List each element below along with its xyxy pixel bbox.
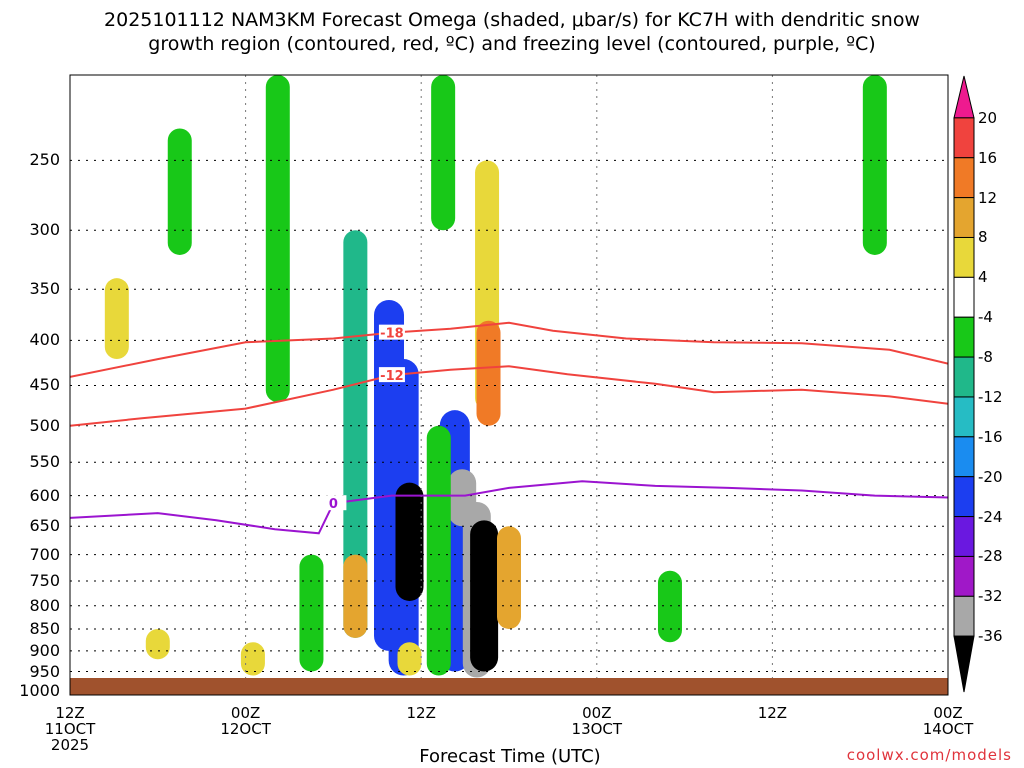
colorbar-bin (953, 356, 975, 398)
colorbar-bin (953, 117, 975, 159)
omega-feature-11 (470, 520, 499, 672)
y-tick-label: 750 (29, 571, 60, 591)
x-tick-label: 12Z (757, 704, 788, 722)
colorbar-bin (953, 635, 975, 693)
y-tick-label: 400 (29, 330, 60, 350)
y-tick-label: 800 (29, 595, 60, 615)
omega-feature-20 (240, 642, 265, 676)
omega-feature-15 (476, 320, 501, 426)
y-tick-label: 950 (29, 661, 60, 681)
freezing-level-contour-label-bg (320, 495, 347, 511)
dgz-contour-0-label: -18 (380, 327, 404, 342)
colorbar-label: -24 (978, 507, 1003, 526)
dgz-contour-1-label-bg (378, 367, 405, 383)
y-tick-label: 500 (29, 415, 60, 435)
dgz-contour-1 (70, 365, 948, 427)
colorbar-bin (953, 75, 975, 119)
omega-feature-19 (657, 570, 682, 643)
omega-feature-17 (397, 642, 422, 676)
colorbar-bin (953, 276, 975, 318)
colorbar-label: 16 (978, 148, 998, 167)
chart-title-line-1: 2025101112 NAM3KM Forecast Omega (shaded… (104, 9, 920, 31)
x-axis-title: Forecast Time (UTC) (419, 746, 601, 767)
terrain-ground (70, 678, 948, 695)
y-tick-label: 900 (29, 640, 60, 660)
colorbar-bin (953, 157, 975, 199)
y-tick-label: 650 (29, 516, 60, 536)
y-tick-label: 850 (29, 618, 60, 638)
colorbar-label: -32 (978, 587, 1003, 606)
colorbar-bin (953, 316, 975, 358)
colorbar-label: -4 (978, 308, 993, 327)
colorbar-label: 4 (978, 268, 988, 287)
colorbar-bin (953, 396, 975, 438)
colorbar-bin (953, 555, 975, 597)
omega-feature-16 (497, 526, 521, 629)
colorbar-bin (953, 236, 975, 278)
y-tick-label: 700 (29, 544, 60, 564)
omega-feature-0 (265, 75, 290, 403)
plot-frame (69, 74, 949, 696)
colorbar-bin (953, 476, 975, 518)
x-tick-label: 00Z 14OCT (922, 704, 974, 738)
omega-feature-7 (395, 482, 424, 601)
omega-feature-2 (862, 75, 887, 255)
colorbar-bin (953, 197, 975, 238)
colorbar-bin (953, 436, 975, 478)
y-tick-label: 600 (29, 485, 60, 505)
colorbar-bin (953, 516, 975, 557)
colorbar-label: -16 (978, 427, 1003, 446)
site-credit[interactable]: coolwx.com/models (846, 746, 1012, 764)
chart-title-line-2: growth region (contoured, red, ºC) and f… (148, 33, 876, 55)
x-tick-label: 12Z (406, 704, 436, 722)
y-tick-label: 450 (29, 375, 60, 395)
omega-feature-12 (426, 425, 451, 676)
dgz-contour-0 (70, 321, 948, 378)
dgz-contour-1-label: -12 (380, 369, 404, 384)
y-tick-label: 250 (29, 150, 60, 170)
omega-feature-1 (431, 75, 456, 231)
y-tick-label: 350 (29, 279, 60, 299)
colorbar-label: -36 (978, 627, 1003, 646)
freezing-level-contour-label: 0 (329, 497, 338, 512)
x-tick-label: 00Z 12OCT (220, 704, 271, 738)
omega-feature-13 (343, 554, 368, 638)
y-tick-label: 550 (29, 452, 60, 472)
y-tick-label: 1000 (19, 681, 60, 701)
omega-feature-18 (299, 554, 324, 672)
colorbar-label: 20 (978, 108, 998, 127)
colorbar-label: -12 (978, 387, 1003, 406)
colorbar-label: 8 (978, 228, 988, 247)
colorbar-label: -20 (978, 467, 1003, 486)
y-tick-label: 300 (29, 220, 60, 240)
colorbar-label: 12 (978, 188, 998, 207)
dgz-contour-0-label-bg (378, 324, 405, 340)
omega-feature-22 (104, 278, 129, 360)
x-tick-label: 00Z 13OCT (571, 704, 623, 738)
colorbar-label: -28 (978, 547, 1003, 566)
x-tick-label: 12Z 11OCT 2025 (44, 704, 96, 754)
omega-feature-4 (343, 230, 368, 638)
omega-feature-3 (167, 128, 192, 255)
freezing-level-contour (70, 480, 948, 535)
colorbar-label: -8 (978, 348, 993, 367)
colorbar-bin (953, 595, 975, 637)
omega-feature-21 (145, 628, 170, 660)
